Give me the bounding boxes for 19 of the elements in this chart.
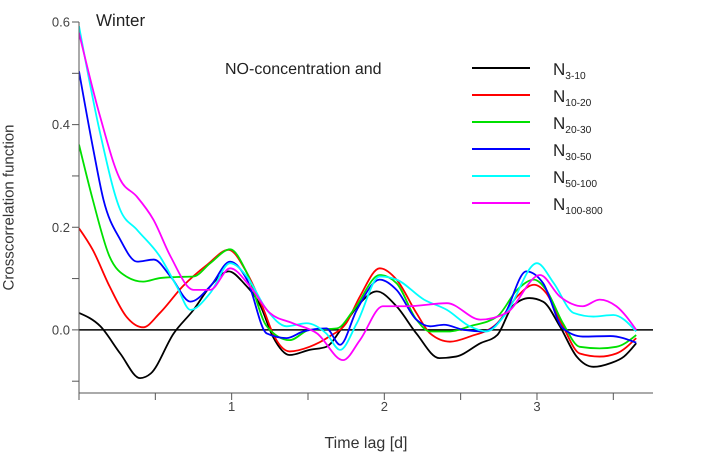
x-tick-label: 1 xyxy=(228,399,236,414)
legend-label: N$_{20-30}$ xyxy=(553,114,592,136)
y-axis-title: Crosscorrelation function xyxy=(0,124,18,290)
legend-label: N$_{10-20}$ xyxy=(553,87,592,108)
legend-label: N$_{100-800}$ xyxy=(553,195,604,216)
y-tick-label: 0.2 xyxy=(52,220,70,235)
y-tick-label: 0.4 xyxy=(52,117,70,132)
x-tick-label: 3 xyxy=(533,399,541,414)
chart-title: Winter xyxy=(96,11,146,30)
x-axis-title: Time lag [d] xyxy=(324,435,408,452)
y-tick-label: 0.6 xyxy=(52,14,70,30)
line-series xyxy=(79,227,638,358)
legend-title: NO-concentration and xyxy=(225,61,382,78)
legend-label: N$_{3-10}$ xyxy=(553,60,586,82)
line-series xyxy=(79,144,638,350)
y-tick-label: 0.0 xyxy=(52,322,70,338)
legend-label: N$_{50-100}$ xyxy=(553,168,598,190)
legend-label: N$_{30-50}$ xyxy=(553,141,592,162)
x-tick-label: 2 xyxy=(380,399,388,414)
